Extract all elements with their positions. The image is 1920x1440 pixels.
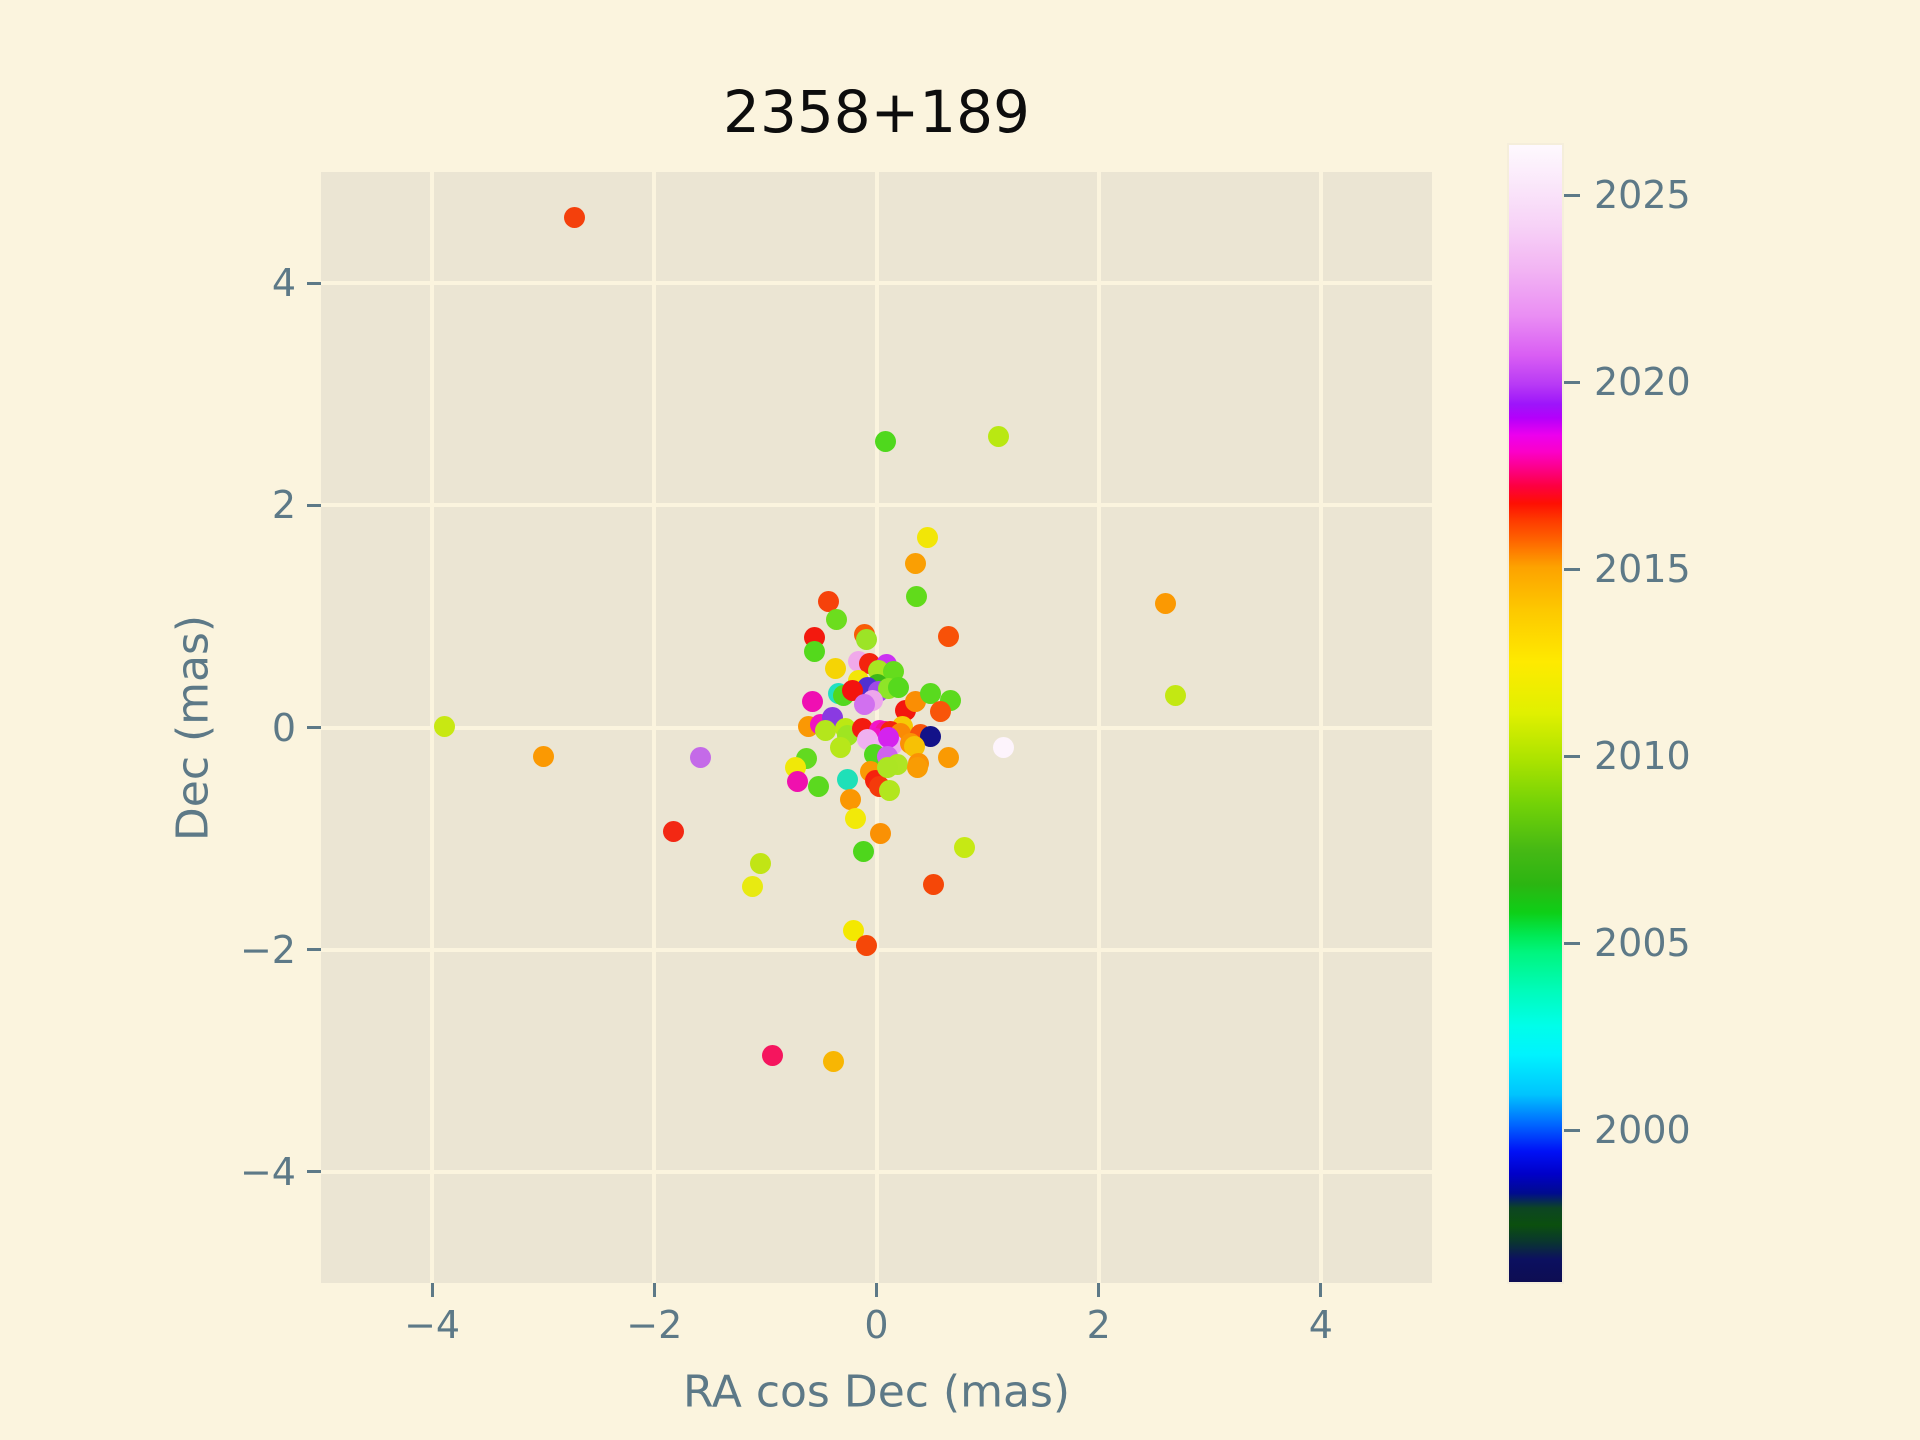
scatter-point [988, 425, 1010, 447]
scatter-point [787, 771, 809, 793]
scatter-point [808, 775, 830, 797]
y-tick-mark [307, 281, 321, 285]
y-tick-mark [307, 503, 321, 507]
scatter-point [922, 873, 944, 895]
scatter-point [856, 629, 877, 651]
scatter-point [877, 756, 899, 778]
scatter-point [938, 746, 960, 768]
scatter-point [837, 769, 859, 791]
y-tick-mark [307, 1170, 321, 1174]
scatter-point [870, 822, 892, 844]
scatter-point [814, 720, 836, 742]
scatter-point [938, 625, 960, 647]
scatter-point [801, 691, 823, 713]
colorbar-tick-mark [1564, 567, 1580, 571]
y-axis-label: Dec (mas) [167, 614, 219, 841]
gridline-horizontal [321, 281, 1432, 286]
x-tick-label: 2 [1086, 1303, 1111, 1347]
colorbar-tick-mark [1564, 1128, 1580, 1132]
scatter-point [917, 527, 939, 549]
gridline-horizontal [321, 947, 1432, 952]
colorbar-tick-label: 2015 [1594, 547, 1691, 592]
x-tick-mark [652, 1283, 656, 1297]
scatter-point [433, 715, 455, 737]
colorbar-tick-label: 2000 [1594, 1108, 1691, 1153]
colorbar-tick-label: 2020 [1594, 360, 1691, 405]
scatter-point [822, 1051, 844, 1073]
x-tick-mark [1097, 1283, 1101, 1297]
colorbar-tick-mark [1564, 193, 1580, 197]
x-tick-mark [875, 1283, 878, 1297]
gridline-horizontal [321, 503, 1432, 508]
scatter-point [852, 841, 874, 863]
scatter-point [532, 745, 554, 767]
y-tick-mark [307, 726, 321, 729]
scatter-point [803, 641, 825, 663]
colorbar-tick-label: 2025 [1594, 173, 1691, 218]
plot-area [321, 172, 1432, 1283]
scatter-point [690, 746, 712, 768]
scatter-point [741, 875, 763, 897]
scatter-point [662, 821, 684, 843]
scatter-point [920, 725, 942, 747]
scatter-point [953, 836, 975, 858]
scatter-point [905, 585, 927, 607]
scatter-point [830, 736, 852, 758]
colorbar-tick-mark [1564, 754, 1580, 758]
scatter-point [824, 658, 846, 680]
y-tick-label: −4 [239, 1149, 296, 1194]
scatter-point [920, 682, 942, 704]
scatter-point [1154, 592, 1176, 614]
scatter-point [750, 852, 772, 874]
colorbar [1507, 143, 1564, 1284]
scatter-point [1164, 684, 1186, 706]
y-tick-label: 4 [271, 261, 296, 306]
scatter-point [879, 780, 901, 802]
scatter-point [826, 609, 847, 631]
colorbar-tick-mark [1564, 380, 1580, 384]
scatter-point [992, 736, 1014, 758]
scatter-point [874, 431, 896, 453]
y-tick-label: 2 [271, 483, 296, 528]
plot-title: 2358+189 [723, 78, 1030, 146]
scatter-point [907, 756, 929, 778]
x-tick-label: −2 [626, 1303, 683, 1347]
x-tick-mark [430, 1283, 434, 1297]
colorbar-tick-label: 2005 [1594, 921, 1691, 966]
scatter-point [840, 789, 862, 811]
scatter-point [904, 552, 926, 574]
y-tick-label: −2 [239, 927, 296, 972]
scatter-point [842, 920, 864, 942]
scatter-point [761, 1044, 783, 1066]
scatter-point [878, 726, 900, 748]
x-tick-label: 0 [864, 1303, 889, 1347]
scatter-point [888, 677, 910, 698]
x-axis-label: RA cos Dec (mas) [682, 1366, 1071, 1418]
scatter-point [856, 934, 877, 956]
y-tick-mark [307, 948, 321, 952]
scatter-point [930, 701, 952, 723]
scatter-point [844, 808, 866, 830]
gridline-horizontal [321, 1169, 1432, 1174]
x-tick-label: −4 [404, 1303, 461, 1347]
scatter-point [853, 693, 875, 715]
scatter-point [563, 207, 585, 229]
scatter-point [903, 735, 925, 757]
y-tick-label: 0 [271, 705, 296, 750]
scatter-point [818, 591, 840, 613]
colorbar-tick-mark [1564, 941, 1580, 945]
x-tick-mark [1319, 1283, 1323, 1297]
colorbar-tick-label: 2010 [1594, 734, 1691, 779]
x-tick-label: 4 [1308, 1303, 1333, 1347]
